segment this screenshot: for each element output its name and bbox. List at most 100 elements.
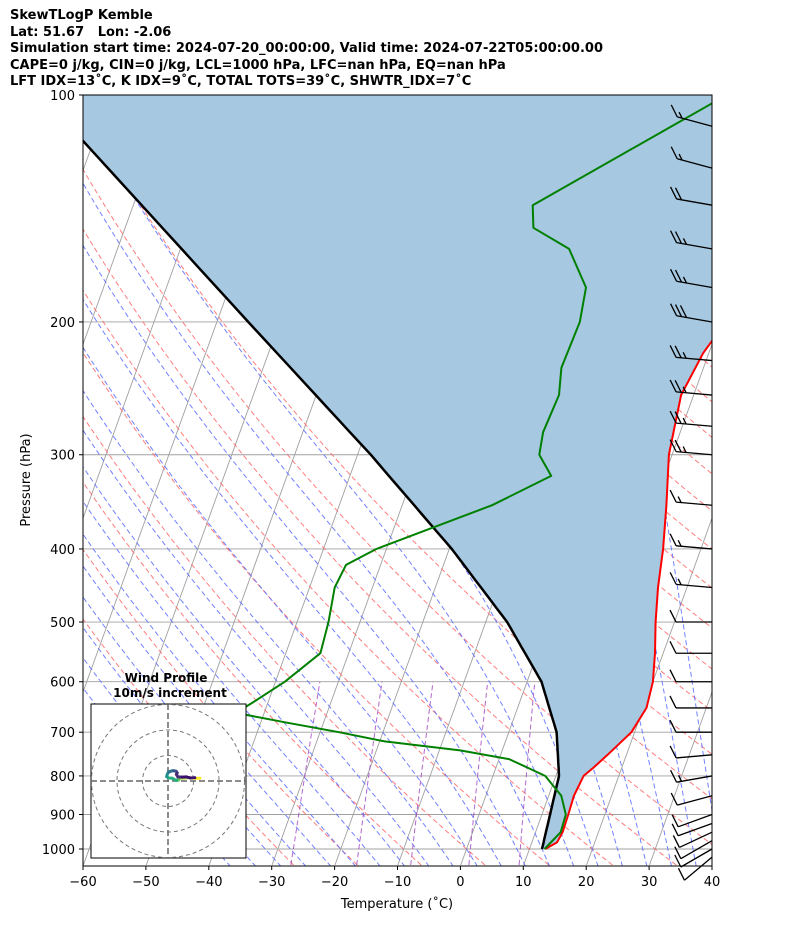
temperature-line: [544, 339, 712, 850]
wind-barb-flag: [669, 719, 677, 733]
wind-barb-shaft: [677, 795, 713, 806]
mixing-ratio-line: [356, 681, 383, 866]
wind-barb-flag: [669, 410, 677, 424]
wind-barb-flag: [679, 305, 688, 318]
wind-barb: [669, 695, 712, 709]
wind-barb-shaft: [676, 198, 713, 206]
wind-barb-flag: [674, 854, 682, 868]
wind-barb: [669, 533, 713, 550]
wind-barb-shaft: [676, 501, 713, 506]
isotherm-line: [586, 516, 712, 866]
wind-barb-half-flag: [682, 238, 688, 245]
station-location: Lat: 51.67 Lon: -2.06: [10, 24, 172, 40]
moist-adiabat-line: [83, 626, 282, 866]
isotherm-line: [83, 95, 174, 346]
dry-adiabat-line: [83, 351, 550, 866]
moist-adiabat-line: [83, 565, 332, 866]
x-tick-label: −10: [384, 875, 411, 890]
dry-adiabat-line: [83, 481, 422, 866]
wind-barb: [669, 769, 713, 783]
x-tick-label: −40: [195, 875, 222, 890]
wind-barb-flag: [671, 823, 679, 837]
stability-indices: LFT IDX=13˚C, K IDX=9˚C, TOTAL TOTS=39˚C…: [10, 74, 472, 90]
wind-barb: [669, 230, 713, 250]
cin-shading: [83, 95, 712, 849]
wind-barb: [670, 104, 713, 127]
hodograph-title: Wind Profile: [125, 671, 208, 685]
hodograph-plot: [91, 704, 246, 858]
mixing-ratio-line: [290, 681, 321, 866]
y-tick-label: 100: [50, 89, 75, 104]
wind-barb-flag: [669, 268, 678, 282]
wind-barb: [669, 745, 713, 759]
wind-barb-flag: [671, 814, 679, 828]
wind-barb-flag: [669, 303, 678, 317]
moist-adiabat-line: [83, 389, 454, 866]
wind-barb-half-flag: [682, 276, 688, 284]
wind-barb: [671, 813, 713, 828]
moist-adiabat-line: [83, 533, 357, 866]
wind-barb-flag: [669, 533, 677, 547]
isotherm-line: [649, 690, 712, 866]
wind-barb-flag: [674, 231, 683, 244]
wind-barb: [669, 379, 713, 396]
parcel-path-line: [83, 139, 561, 850]
wind-barb: [669, 186, 713, 206]
dewpoint-line: [234, 102, 712, 850]
wind-barb-half-flag: [682, 446, 687, 453]
y-tick-label: 200: [50, 316, 75, 331]
wind-barb-shaft: [676, 280, 713, 289]
x-tick-label: −60: [69, 875, 96, 890]
wind-barb-shaft: [679, 831, 713, 849]
station-title: SkewTLogP Kemble: [10, 8, 153, 23]
wind-barb-shaft: [676, 583, 713, 589]
moist-adiabat-line: [83, 182, 551, 866]
wind-barb-flag: [669, 695, 677, 709]
wind-barb: [669, 719, 712, 733]
moist-adiabat-line: [83, 466, 406, 866]
wind-barb-flag: [674, 304, 683, 317]
wind-barb: [670, 792, 713, 806]
x-tick-label: 20: [578, 875, 595, 890]
wind-barb-flag: [672, 835, 680, 848]
wind-barb: [669, 669, 712, 683]
wind-barb-shaft: [676, 242, 713, 250]
wind-barb-shaft: [677, 813, 713, 828]
dry-adiabat-line: [83, 168, 712, 846]
x-tick-label: 10: [515, 875, 532, 890]
wind-barb-shaft: [677, 158, 713, 169]
wind-barb-half-flag: [677, 775, 683, 782]
hodograph-inset: Wind Profile 10m/s increment: [90, 671, 247, 859]
x-axis-label: Temperature (˚C): [340, 896, 453, 912]
moist-adiabat-line: [83, 298, 502, 866]
wind-barb-shaft: [677, 116, 713, 127]
wind-barb-flag: [674, 380, 682, 393]
dry-adiabat-line: [83, 289, 613, 866]
wind-barb-half-flag: [677, 496, 682, 503]
wind-barb-shaft: [680, 840, 713, 860]
wind-barb-shaft: [676, 450, 713, 456]
wind-barbs: [669, 104, 713, 881]
x-tick-label: −50: [132, 875, 159, 890]
x-tick-label: 30: [641, 875, 658, 890]
wind-barb-flag: [670, 104, 678, 118]
chart-series: [83, 95, 712, 850]
dry-adiabat-line: [83, 415, 486, 866]
mixing-ratio-line: [410, 681, 434, 866]
x-tick-label: −20: [321, 875, 348, 890]
y-tick-label: 600: [50, 676, 75, 691]
wind-barb-flag: [677, 867, 686, 881]
wind-barb-flag: [669, 669, 677, 683]
wind-barb: [669, 268, 713, 289]
wind-barb-shaft: [680, 848, 713, 868]
wind-barb: [669, 572, 713, 589]
wind-barb-shaft: [676, 754, 713, 759]
wind-barb: [672, 831, 713, 849]
x-tick-label: 40: [704, 875, 721, 890]
moist-adiabat-line: [452, 95, 697, 866]
wind-barb: [674, 848, 713, 868]
wind-barb-shaft: [676, 391, 713, 396]
wind-barb-flag: [669, 186, 678, 200]
